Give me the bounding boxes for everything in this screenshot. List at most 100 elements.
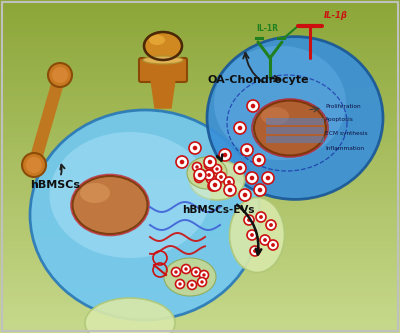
Text: IL-1β: IL-1β: [324, 11, 348, 20]
Bar: [0, 291, 400, 297]
Text: Inflammation: Inflammation: [325, 146, 364, 151]
Circle shape: [227, 180, 231, 184]
Ellipse shape: [80, 183, 110, 203]
Circle shape: [254, 184, 266, 196]
Bar: [0, 241, 400, 247]
Circle shape: [219, 175, 223, 179]
Text: hBMSCs-EVs: hBMSCs-EVs: [182, 205, 254, 215]
Bar: [0, 254, 400, 259]
Circle shape: [184, 267, 188, 271]
Circle shape: [211, 184, 215, 188]
Ellipse shape: [207, 37, 383, 199]
Circle shape: [207, 173, 211, 177]
Circle shape: [259, 215, 263, 219]
Bar: [0, 221, 400, 226]
Bar: [0, 63, 400, 68]
Circle shape: [250, 176, 254, 180]
Ellipse shape: [85, 298, 175, 333]
Bar: [0, 121, 400, 126]
Text: IL-1R: IL-1R: [256, 24, 278, 33]
Bar: [0, 33, 400, 39]
Circle shape: [246, 172, 258, 184]
Bar: [0, 75, 400, 80]
Bar: [0, 191, 400, 197]
Circle shape: [189, 142, 201, 154]
FancyBboxPatch shape: [266, 136, 324, 143]
Bar: [0, 142, 400, 147]
Ellipse shape: [143, 56, 183, 64]
Circle shape: [192, 163, 202, 171]
Circle shape: [206, 174, 216, 183]
Circle shape: [204, 170, 214, 180]
Circle shape: [194, 169, 206, 181]
Circle shape: [26, 157, 42, 173]
Circle shape: [238, 166, 242, 170]
Bar: [0, 246, 400, 251]
Circle shape: [223, 153, 227, 157]
Bar: [0, 312, 400, 317]
Circle shape: [244, 215, 254, 225]
Circle shape: [209, 177, 213, 181]
Bar: [0, 179, 400, 184]
Text: ECM synthesis: ECM synthesis: [325, 132, 368, 137]
Circle shape: [241, 144, 253, 156]
Bar: [0, 0, 400, 5]
Circle shape: [208, 181, 218, 191]
Circle shape: [234, 122, 246, 134]
Bar: [0, 270, 400, 276]
Bar: [0, 175, 400, 180]
Circle shape: [198, 173, 202, 177]
Bar: [0, 158, 400, 164]
Circle shape: [234, 162, 246, 174]
Bar: [0, 104, 400, 109]
Circle shape: [263, 238, 267, 242]
Bar: [0, 320, 400, 326]
Bar: [0, 300, 400, 305]
Bar: [0, 154, 400, 159]
Bar: [0, 67, 400, 72]
Circle shape: [266, 220, 276, 230]
Circle shape: [204, 161, 214, 169]
Circle shape: [269, 223, 273, 227]
Bar: [0, 262, 400, 267]
Circle shape: [262, 172, 274, 184]
Circle shape: [180, 160, 184, 164]
Bar: [0, 29, 400, 34]
Bar: [0, 146, 400, 151]
Circle shape: [258, 188, 262, 192]
Bar: [0, 138, 400, 143]
Circle shape: [216, 172, 226, 182]
Circle shape: [251, 104, 255, 108]
Circle shape: [202, 273, 206, 277]
Ellipse shape: [30, 110, 260, 320]
Bar: [0, 266, 400, 272]
Bar: [0, 96, 400, 101]
Bar: [0, 113, 400, 118]
Bar: [0, 216, 400, 222]
Circle shape: [176, 156, 188, 168]
Circle shape: [228, 188, 232, 192]
Bar: [0, 296, 400, 301]
Circle shape: [253, 154, 265, 166]
Bar: [0, 225, 400, 230]
Bar: [0, 200, 400, 205]
Circle shape: [250, 233, 254, 237]
Circle shape: [268, 240, 278, 250]
Bar: [0, 100, 400, 105]
Bar: [0, 150, 400, 155]
Circle shape: [48, 63, 72, 87]
Text: Proliferation: Proliferation: [325, 104, 361, 109]
Circle shape: [247, 230, 257, 240]
Circle shape: [207, 163, 211, 167]
Bar: [0, 133, 400, 139]
Bar: [0, 46, 400, 51]
Bar: [0, 54, 400, 59]
Ellipse shape: [190, 160, 244, 200]
Bar: [0, 83, 400, 89]
Bar: [0, 25, 400, 30]
Circle shape: [245, 148, 249, 152]
Circle shape: [238, 126, 242, 130]
Bar: [0, 329, 400, 333]
Text: Apoptosis: Apoptosis: [325, 118, 354, 123]
Circle shape: [22, 153, 46, 177]
